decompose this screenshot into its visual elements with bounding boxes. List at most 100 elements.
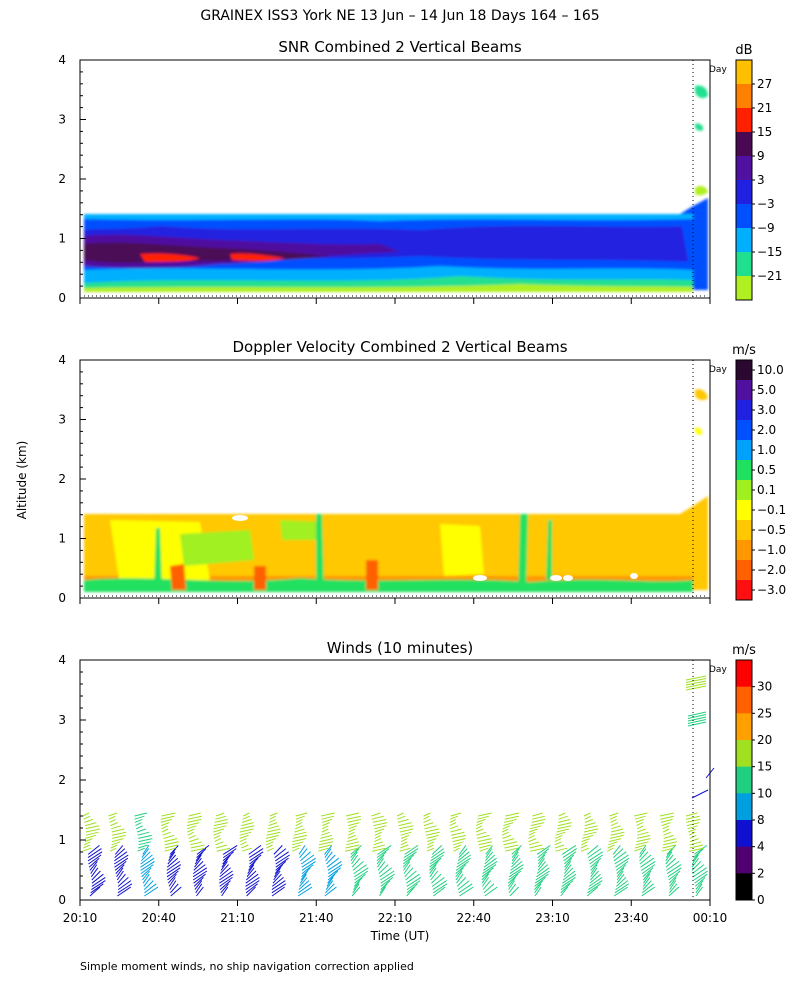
wind-barb bbox=[582, 834, 594, 839]
wind-barb bbox=[634, 812, 648, 817]
wind-barb bbox=[326, 877, 334, 887]
wind-barb bbox=[476, 818, 486, 823]
wind-barb bbox=[245, 880, 260, 891]
wind-barb bbox=[163, 834, 175, 839]
wind-barb bbox=[84, 841, 91, 846]
wind-barb bbox=[481, 873, 490, 884]
wind-barb bbox=[246, 886, 256, 897]
wind-barb bbox=[485, 848, 493, 858]
wind-barb bbox=[587, 880, 603, 891]
doppler-colorbar-swatch bbox=[736, 420, 752, 441]
wind-barb bbox=[374, 825, 387, 830]
wind-barb bbox=[326, 857, 340, 868]
wind-barb bbox=[403, 864, 411, 874]
wind-barb bbox=[430, 851, 445, 862]
wind-barb bbox=[141, 848, 150, 858]
wind-barb bbox=[554, 838, 562, 843]
wind-barb bbox=[114, 861, 127, 871]
wind-barb bbox=[456, 873, 464, 884]
wind-barb bbox=[404, 844, 419, 855]
wind-barb bbox=[190, 844, 205, 849]
wind-barb bbox=[511, 848, 520, 858]
wind-barb bbox=[639, 848, 647, 858]
wind-barb bbox=[477, 838, 492, 843]
wind-barb bbox=[614, 854, 629, 865]
wind-barb bbox=[504, 844, 519, 849]
doppler-gap bbox=[550, 575, 562, 581]
wind-barb bbox=[239, 838, 247, 843]
snr-colorbar-swatch bbox=[736, 228, 752, 253]
wind-barb bbox=[265, 834, 279, 839]
wind-barb bbox=[134, 818, 143, 823]
wind-barb bbox=[423, 818, 431, 823]
wind-barb bbox=[611, 825, 621, 830]
doppler-lime-patch-a bbox=[180, 530, 254, 566]
wind-barb bbox=[406, 886, 415, 897]
wind-barb bbox=[609, 834, 624, 839]
wind-barb bbox=[164, 844, 179, 849]
wind-barb bbox=[431, 873, 442, 884]
snr-band-bottom-lime bbox=[84, 284, 693, 292]
doppler-upper-echo-b bbox=[695, 427, 703, 435]
wind-barb bbox=[324, 845, 333, 855]
wind-barb bbox=[399, 847, 411, 852]
wind-barb bbox=[248, 857, 259, 868]
wind-barb bbox=[292, 838, 307, 843]
wind-barb bbox=[380, 870, 395, 881]
wind-barb bbox=[402, 854, 415, 865]
wind-barb bbox=[641, 860, 656, 871]
wind-barb bbox=[609, 812, 619, 817]
wind-barb bbox=[536, 844, 551, 855]
wind-barb bbox=[642, 867, 654, 878]
wind-barb bbox=[424, 825, 437, 830]
wind-barb bbox=[529, 828, 538, 833]
winds-ytick-label: 1 bbox=[58, 833, 66, 847]
wind-barb bbox=[406, 880, 421, 891]
snr-colorbar-unit: dB bbox=[735, 43, 752, 58]
wind-barb bbox=[353, 880, 361, 890]
winds-colorbar-label: 25 bbox=[757, 706, 772, 720]
wind-barb bbox=[186, 822, 200, 827]
wind-barb bbox=[140, 864, 154, 875]
wind-barb bbox=[346, 841, 360, 846]
wind-barb bbox=[297, 886, 313, 897]
wind-barb bbox=[241, 822, 254, 827]
wind-barb bbox=[140, 854, 153, 865]
wind-barb bbox=[350, 845, 362, 855]
wind-barb bbox=[219, 873, 234, 884]
wind-barb bbox=[266, 831, 281, 836]
wind-barb bbox=[616, 873, 625, 884]
wind-barb bbox=[275, 861, 287, 871]
wind-barb bbox=[213, 822, 229, 827]
winds-xticks: 20:10 20:40 21:10 21:40 22:10 22:40 23:10 23:40… bbox=[63, 900, 727, 925]
wind-barb bbox=[84, 838, 93, 843]
wind-barb bbox=[112, 834, 126, 839]
wind-barb bbox=[89, 861, 98, 871]
wind-barb bbox=[427, 841, 435, 846]
wind-barb bbox=[220, 864, 229, 874]
wind-barb bbox=[321, 831, 331, 836]
wind-barb bbox=[554, 844, 565, 849]
doppler-panel: Doppler Velocity Combined 2 Vertical Bea… bbox=[58, 338, 786, 605]
wind-profile bbox=[371, 812, 395, 897]
wind-barb bbox=[479, 844, 491, 849]
wind-barb bbox=[503, 822, 514, 827]
wind-barb bbox=[590, 864, 598, 874]
wind-profile bbox=[554, 812, 578, 897]
snr-xticks bbox=[79, 298, 711, 304]
wind-barb bbox=[371, 812, 381, 817]
wind-barb bbox=[188, 834, 196, 839]
wind-barb bbox=[221, 857, 229, 868]
wind-barb bbox=[608, 841, 618, 846]
doppler-colorbar-swatch bbox=[736, 460, 752, 481]
winds-xtick-label: 22:40 bbox=[456, 911, 491, 925]
wind-barb bbox=[643, 873, 651, 884]
wind-barb bbox=[406, 873, 420, 884]
doppler-ytick-label: 3 bbox=[58, 413, 66, 427]
wind-barb bbox=[564, 861, 572, 871]
snr-colorbar-swatch bbox=[736, 108, 752, 133]
wind-barb bbox=[214, 838, 222, 843]
wind-barb bbox=[194, 854, 202, 865]
wind-barb bbox=[328, 867, 342, 878]
wind-barb bbox=[295, 812, 308, 817]
